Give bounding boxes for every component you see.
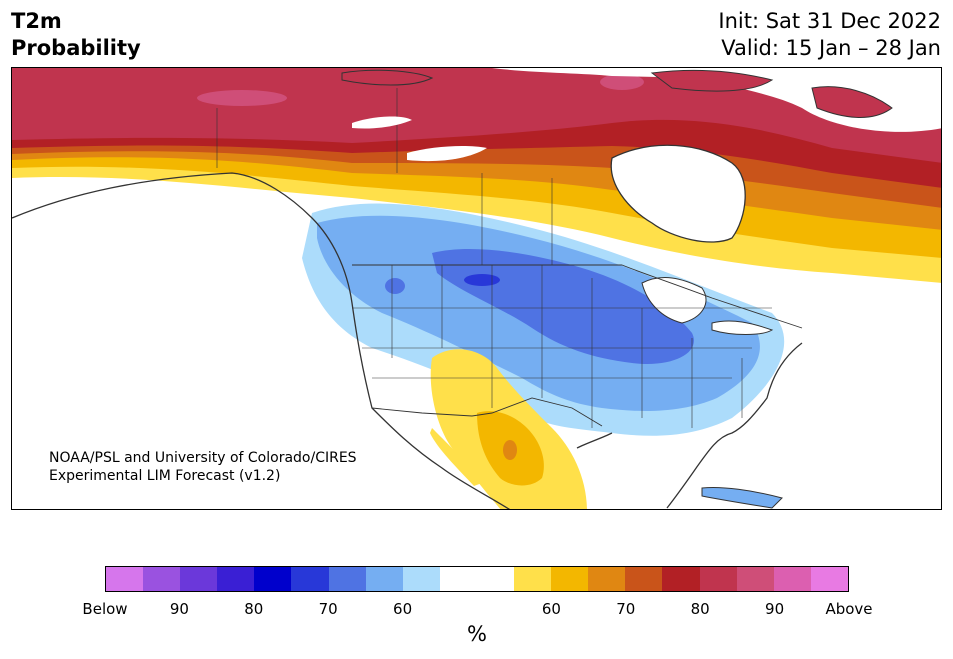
init-date: Init: Sat 31 Dec 2022 xyxy=(718,9,941,33)
us-mexico-border xyxy=(371,397,603,427)
colorbar-swatch xyxy=(588,567,626,591)
arctic-islands xyxy=(341,69,893,118)
baja-warm xyxy=(430,428,482,486)
map-title: T2m Probability xyxy=(11,8,141,62)
colorbar-swatch xyxy=(662,567,700,591)
credit-text: NOAA/PSL and University of Colorado/CIRE… xyxy=(49,449,357,485)
colorbar-tick-label: Above xyxy=(825,600,873,618)
west-coastline xyxy=(12,172,511,509)
credit-line-2: Experimental LIM Forecast (v1.2) xyxy=(49,468,281,484)
colorbar-swatch xyxy=(402,567,440,591)
cold-spot-west xyxy=(385,278,405,294)
ice-patch-1 xyxy=(352,116,412,129)
state-lines xyxy=(216,88,772,428)
atlantic-water xyxy=(633,283,941,509)
colorbar-swatch xyxy=(180,567,218,591)
hudson-coast xyxy=(610,144,746,243)
valid-period: Valid: 15 Jan – 28 Jan xyxy=(721,36,941,60)
title-line-1: T2m xyxy=(11,9,62,33)
colorbar-swatch xyxy=(365,567,403,591)
colorbar-unit: % xyxy=(467,622,487,646)
colorbar-tick-label: 80 xyxy=(244,600,264,618)
title-line-2: Probability xyxy=(11,36,141,60)
colorbar-tick-label: 90 xyxy=(765,600,785,618)
warm-core-90-east xyxy=(600,74,644,90)
cuba xyxy=(701,487,783,509)
colorbar-tick-label: 60 xyxy=(541,600,561,618)
forecast-map xyxy=(11,67,942,510)
colorbar-swatch xyxy=(514,567,552,591)
colorbar-swatch xyxy=(625,567,663,591)
great-lakes xyxy=(641,277,774,335)
colorbar-swatch xyxy=(291,567,329,591)
colorbar-swatch xyxy=(810,567,848,591)
colorbar-swatch xyxy=(773,567,811,591)
map-canvas xyxy=(12,68,941,509)
colorbar-swatch xyxy=(254,567,292,591)
colorbar xyxy=(105,566,849,592)
colorbar-swatch xyxy=(551,567,589,591)
credit-line-1: NOAA/PSL and University of Colorado/CIRE… xyxy=(49,450,357,466)
colorbar-swatch xyxy=(143,567,181,591)
colorbar-tick-label: 60 xyxy=(393,600,413,618)
ice-patch-2 xyxy=(407,145,487,162)
warm-mexico-70 xyxy=(503,440,517,460)
colorbar-tick-label: 70 xyxy=(318,600,338,618)
us-canada-border xyxy=(352,264,803,329)
colorbar-swatch xyxy=(699,567,737,591)
colorbar-swatch xyxy=(736,567,774,591)
colorbar-swatch xyxy=(106,567,144,591)
date-info: Init: Sat 31 Dec 2022 Valid: 15 Jan – 28… xyxy=(718,8,941,62)
colorbar-swatch xyxy=(476,567,515,591)
colorbar-tick-label: 70 xyxy=(616,600,636,618)
colorbar-tick-label: 90 xyxy=(169,600,189,618)
warm-core-90 xyxy=(197,90,287,106)
colorbar-tick-label: 80 xyxy=(690,600,710,618)
colorbar-swatch xyxy=(328,567,366,591)
east-coastline xyxy=(576,342,803,509)
colorbar-swatch xyxy=(439,567,477,591)
colorbar-swatch xyxy=(217,567,255,591)
colorbar-tick-label: Below xyxy=(82,600,128,618)
arctic-water xyxy=(492,68,941,132)
cold-core-75 xyxy=(464,274,500,286)
